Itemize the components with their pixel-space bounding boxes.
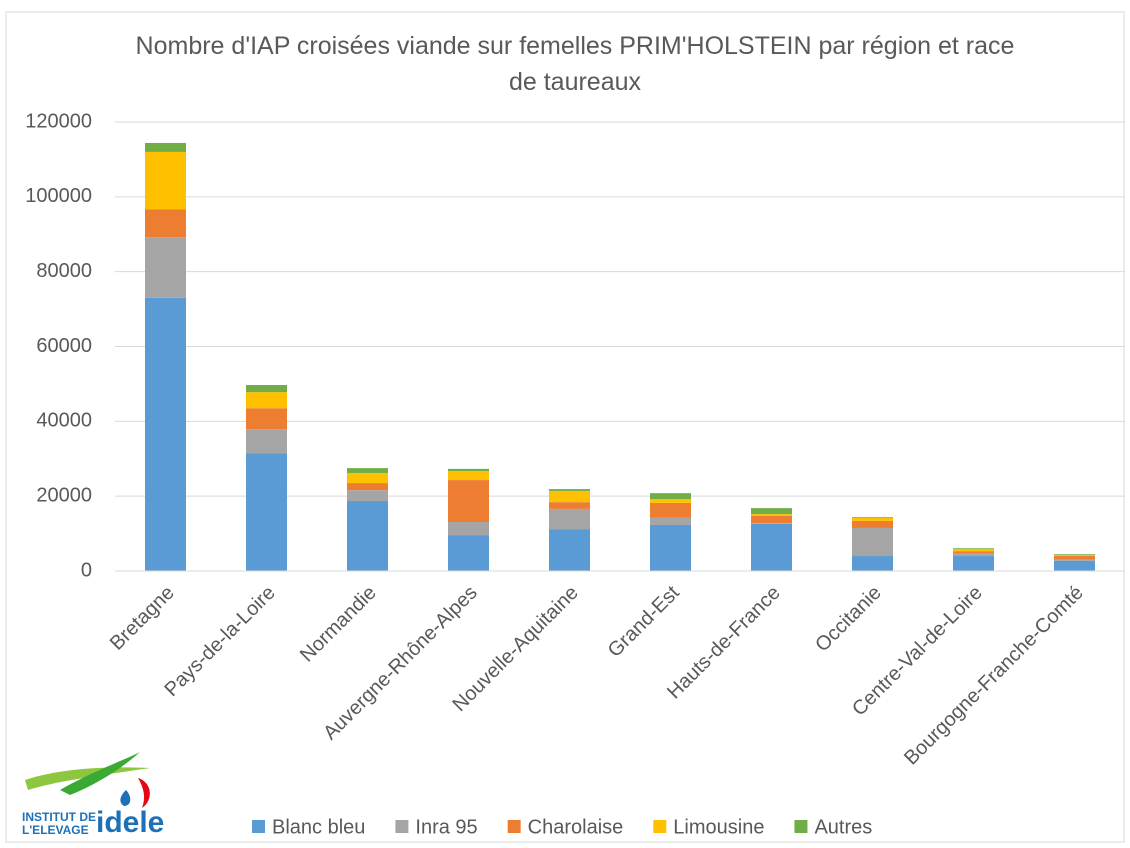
x-tick-label: Hauts-de-France xyxy=(663,582,785,704)
legend-swatch xyxy=(794,820,808,833)
bar-segment xyxy=(448,480,489,522)
x-tick-label: Bretagne xyxy=(106,582,179,655)
bar-segment xyxy=(347,501,388,571)
bar-segment xyxy=(549,490,590,503)
bar-segment xyxy=(1054,554,1095,557)
legend-label: Blanc bleu xyxy=(272,816,365,838)
legend-swatch xyxy=(252,820,265,833)
logo: INSTITUT DE L'ELEVAGE idele xyxy=(22,752,164,839)
bar-segment xyxy=(751,523,792,571)
bar-segment xyxy=(953,551,994,554)
bar-segment xyxy=(1054,554,1095,555)
bar-segment xyxy=(246,408,287,430)
y-tick-label: 80000 xyxy=(36,260,92,282)
y-tick-label: 100000 xyxy=(25,185,92,207)
logo-drop xyxy=(120,790,131,806)
bar-segment xyxy=(448,468,489,472)
bar-segment xyxy=(246,385,287,393)
bar-segment xyxy=(953,548,994,552)
legend-label: Charolaise xyxy=(528,816,624,838)
bar-segment xyxy=(650,524,691,571)
legend-label: Inra 95 xyxy=(415,816,477,838)
bar-segment xyxy=(448,471,489,481)
bar-segment xyxy=(953,548,994,549)
bar-segment xyxy=(650,517,691,525)
bar-segment xyxy=(246,429,287,454)
legend-swatch xyxy=(395,820,409,833)
bar-segment xyxy=(347,472,388,484)
bar-segment xyxy=(852,517,893,521)
bar-segment xyxy=(347,490,388,502)
bar-segment xyxy=(852,527,893,557)
bar-segment xyxy=(347,483,388,491)
legend-swatch xyxy=(653,820,667,833)
y-tick-label: 60000 xyxy=(36,335,92,357)
chart-frame xyxy=(5,11,1125,843)
bar-segment xyxy=(1054,560,1095,571)
bar-segment xyxy=(751,508,792,515)
bar-segment xyxy=(852,517,893,518)
bar-segment xyxy=(852,556,893,571)
x-tick-label: Pays-de-la-Loire xyxy=(160,582,279,701)
y-tick-label: 120000 xyxy=(25,110,92,132)
bar-segment xyxy=(549,529,590,571)
y-tick-label: 20000 xyxy=(36,484,92,506)
bar-segment xyxy=(347,468,388,473)
bar-segment xyxy=(549,502,590,509)
bar-segment xyxy=(549,489,590,491)
chart-title: Nombre d'IAP croisées viande sur femelle… xyxy=(135,32,1015,96)
x-tick-label: Grand-Est xyxy=(604,581,684,661)
bar-segment xyxy=(448,521,489,536)
logo-text: INSTITUT DE xyxy=(22,810,96,824)
bar-segment xyxy=(953,556,994,571)
bar-segment xyxy=(751,515,792,524)
bar-segment xyxy=(650,502,691,518)
bar-segment xyxy=(145,142,186,152)
bar-segment xyxy=(751,523,792,524)
bar-segment xyxy=(549,508,590,530)
logo-text: L'ELEVAGE xyxy=(22,823,89,837)
bar-segment xyxy=(852,520,893,528)
logo-drop xyxy=(138,778,150,808)
bar-segment xyxy=(145,237,186,298)
bar-segment xyxy=(448,535,489,571)
logo-brand: idele xyxy=(96,806,164,839)
y-tick-label: 40000 xyxy=(36,410,92,432)
bar-segment xyxy=(751,514,792,516)
legend-label: Limousine xyxy=(673,816,764,838)
bar-segment xyxy=(246,392,287,409)
legend-swatch xyxy=(507,820,521,833)
bar-segment xyxy=(650,499,691,503)
x-tick-label: Bourgogne-Franche-Comté xyxy=(900,582,1088,770)
bar-segment xyxy=(145,297,186,571)
x-tick-label: Occitanie xyxy=(811,582,886,657)
y-tick-label: 0 xyxy=(81,559,92,581)
bar-segment xyxy=(246,453,287,571)
bar-segment xyxy=(145,209,186,238)
bar-segment xyxy=(1054,559,1095,561)
bar-segment xyxy=(650,493,691,500)
bar-segment xyxy=(1054,556,1095,560)
legend-label: Autres xyxy=(814,816,872,838)
bar-segment xyxy=(953,553,994,557)
logo-swoosh xyxy=(60,752,140,795)
x-tick-label: Normandie xyxy=(296,582,381,667)
bar-segment xyxy=(145,151,186,210)
logo-swoosh xyxy=(25,767,150,790)
